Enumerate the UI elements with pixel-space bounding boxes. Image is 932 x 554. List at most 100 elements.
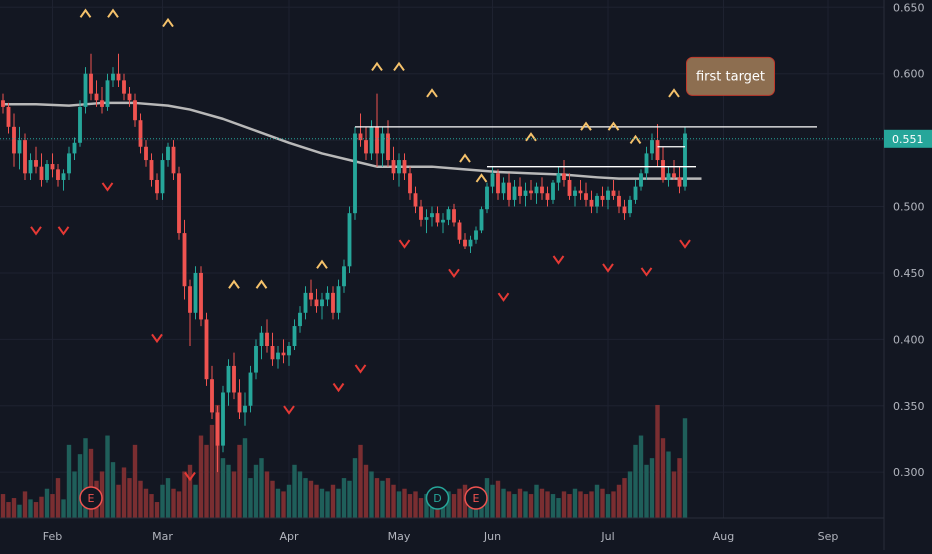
candle bbox=[259, 326, 264, 360]
candle bbox=[677, 166, 682, 194]
volume-bar bbox=[374, 478, 380, 518]
candle-body bbox=[160, 160, 165, 194]
signal-down-marker bbox=[184, 471, 196, 482]
candle-body bbox=[375, 126, 379, 154]
last-price-badge bbox=[884, 129, 932, 148]
candle-body bbox=[490, 173, 495, 187]
candle-body bbox=[666, 173, 671, 180]
candle-body bbox=[452, 209, 456, 223]
candle-body bbox=[210, 379, 214, 413]
candle bbox=[479, 206, 484, 234]
candle bbox=[270, 332, 275, 366]
price-axis-tick-label: 0.450 bbox=[893, 267, 925, 280]
volume-bar bbox=[77, 454, 83, 518]
time-axis[interactable]: Feb Mar Apr May Jun Jul Aug Sep bbox=[43, 530, 839, 543]
candle bbox=[501, 177, 506, 200]
candle bbox=[182, 219, 187, 300]
candle-body bbox=[215, 412, 220, 446]
time-axis-tick-label: Aug bbox=[713, 530, 734, 543]
candle-body bbox=[259, 332, 264, 346]
candle bbox=[171, 140, 176, 180]
candle bbox=[89, 53, 93, 101]
volume-bar bbox=[55, 478, 61, 518]
candle-body bbox=[424, 217, 429, 220]
event-marker: E bbox=[464, 486, 488, 510]
candle-body bbox=[116, 73, 121, 81]
signal-down-marker bbox=[448, 268, 460, 279]
volume-bar bbox=[649, 458, 655, 518]
candle-body bbox=[138, 120, 143, 147]
volume-bar bbox=[226, 464, 231, 518]
candle-body bbox=[347, 213, 352, 267]
candle-body bbox=[430, 213, 434, 218]
candle bbox=[265, 319, 269, 353]
candle-body bbox=[61, 173, 66, 180]
candle bbox=[199, 266, 203, 327]
candle bbox=[353, 126, 357, 220]
candle bbox=[452, 203, 456, 227]
signal-down-marker bbox=[354, 364, 367, 374]
volume-bar bbox=[550, 494, 556, 518]
candle-body bbox=[17, 140, 22, 154]
candle bbox=[303, 286, 308, 320]
candle-body bbox=[633, 186, 638, 200]
candle bbox=[644, 146, 649, 180]
volume-bar bbox=[28, 499, 33, 518]
candle bbox=[578, 179, 583, 200]
signal-up-marker bbox=[107, 8, 119, 18]
candle bbox=[226, 359, 231, 406]
candle bbox=[276, 345, 280, 369]
candle-body bbox=[507, 182, 511, 200]
volume-bar bbox=[231, 471, 237, 518]
volume-bar bbox=[105, 435, 110, 518]
candle bbox=[56, 164, 60, 187]
candle-body bbox=[265, 332, 269, 346]
volume-bar bbox=[363, 464, 369, 518]
candle-body bbox=[463, 239, 467, 247]
signal-up-marker bbox=[475, 173, 488, 183]
candle bbox=[50, 153, 55, 178]
volume-bar bbox=[418, 498, 424, 518]
candle-body bbox=[523, 190, 528, 196]
volume-bar bbox=[297, 471, 303, 518]
candle bbox=[78, 100, 82, 147]
candle bbox=[375, 93, 379, 167]
candle bbox=[364, 126, 368, 161]
candle-body bbox=[325, 292, 330, 300]
candle bbox=[397, 153, 401, 187]
candle bbox=[589, 190, 594, 214]
candle bbox=[298, 306, 302, 333]
volume-bar bbox=[451, 494, 457, 518]
volume-bar bbox=[539, 488, 545, 518]
candle bbox=[314, 288, 319, 313]
candle bbox=[204, 312, 209, 386]
candle-body bbox=[12, 126, 16, 154]
volume-bar bbox=[677, 458, 682, 518]
candle-body bbox=[72, 142, 77, 154]
time-axis-tick-label: Apr bbox=[279, 530, 299, 543]
volume-bar bbox=[11, 498, 17, 518]
candle-body bbox=[485, 186, 489, 210]
candle-body bbox=[199, 272, 203, 320]
candle bbox=[127, 86, 132, 107]
candle bbox=[166, 142, 170, 167]
volume-bar bbox=[193, 484, 198, 518]
volume-bar bbox=[44, 488, 50, 518]
volume-bar bbox=[242, 438, 248, 518]
candle bbox=[320, 292, 324, 320]
signal-down-marker bbox=[640, 267, 653, 277]
candle-body bbox=[166, 146, 170, 161]
candle bbox=[67, 146, 71, 180]
volume-bar bbox=[39, 496, 44, 518]
signal-down-marker bbox=[30, 226, 42, 236]
candle-body bbox=[435, 213, 440, 223]
signal-up-marker bbox=[629, 134, 642, 145]
candle-body bbox=[248, 372, 253, 406]
candle-body bbox=[496, 173, 500, 194]
candle bbox=[138, 113, 143, 154]
candle-body bbox=[336, 286, 341, 313]
volume-bar bbox=[72, 471, 77, 518]
